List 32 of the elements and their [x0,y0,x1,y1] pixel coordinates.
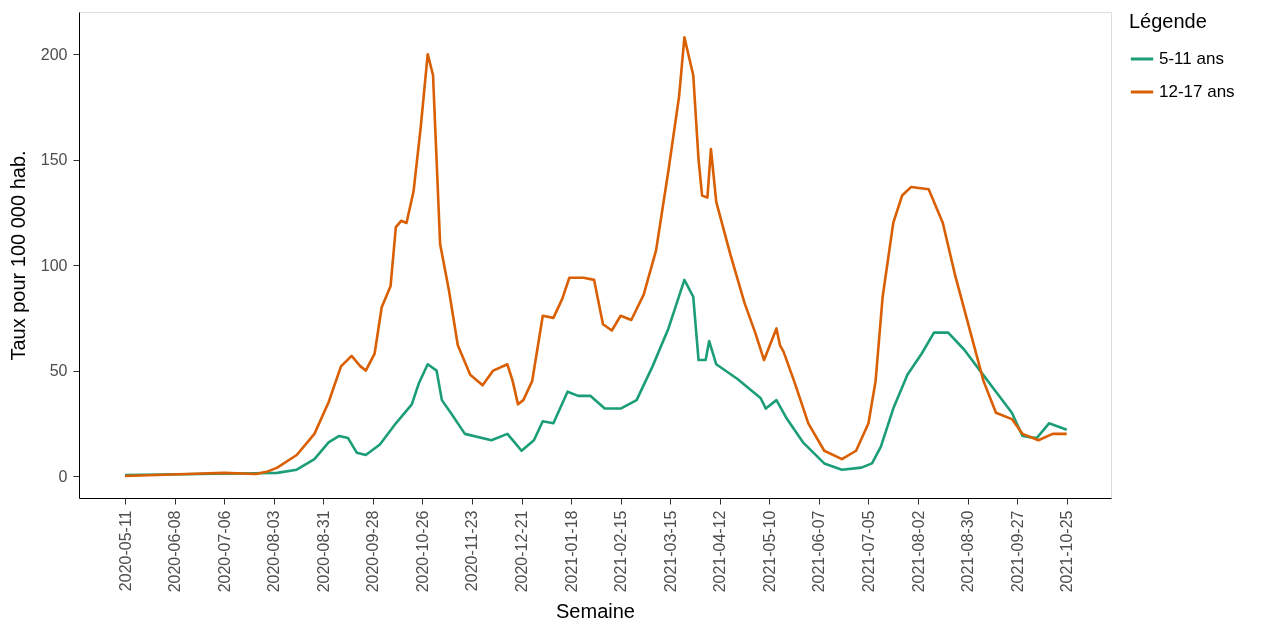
legend-title: Légende [1129,10,1207,32]
line-series [123,278,1069,477]
x-tick-label: 2021-05-10 [760,510,778,593]
x-tick-label: 2021-02-15 [612,510,630,593]
x-tick-label: 2021-01-18 [562,510,580,593]
y-tick-label: 150 [40,151,68,169]
y-tick-label: 50 [49,362,68,380]
x-tick-label: 2021-04-12 [711,510,729,593]
y-tick-label: 0 [58,467,68,485]
x-tick-label: 2020-06-08 [166,510,184,593]
y-axis-title: Taux pour 100 000 hab. [6,150,29,361]
x-tick-label: 2021-06-07 [810,510,828,593]
x-tick-label: 2020-08-03 [265,510,283,593]
x-tick-label: 2020-11-23 [463,510,481,592]
x-tick-label: 2020-08-31 [314,510,332,593]
y-tick-label: 200 [40,45,68,63]
x-tick-label: 2021-03-15 [661,510,679,593]
x-tick-label: 2021-09-27 [1008,510,1026,593]
y-tick-label: 100 [40,256,68,274]
x-tick-label: 2021-08-30 [959,510,977,593]
line-series [123,36,1069,478]
x-tick-label: 2020-05-11 [116,510,134,592]
x-tick-label: 2021-08-02 [909,510,927,593]
x-tick-label: 2021-07-05 [859,510,877,593]
legend-label: 5-11 ans [1159,49,1224,68]
legend-label: 12-17 ans [1159,82,1235,101]
x-tick-label: 2020-09-28 [364,510,382,593]
x-tick-label: 2020-10-26 [413,510,431,593]
x-axis-title: Semaine [556,600,635,623]
x-tick-label: 2020-07-06 [215,510,233,593]
x-tick-label: 2021-10-25 [1058,510,1076,593]
x-tick-label: 2020-12-21 [513,510,531,593]
